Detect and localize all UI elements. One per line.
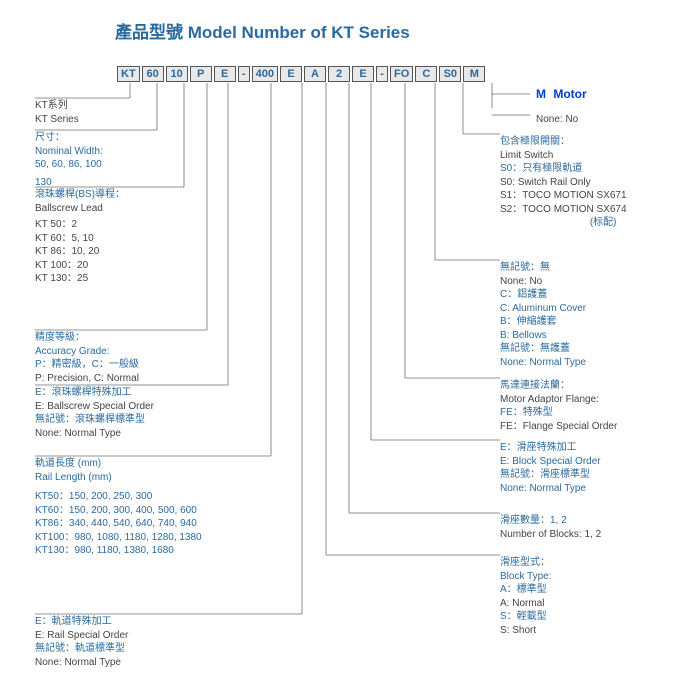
- bss-nen: None: Normal Type: [35, 427, 154, 441]
- cv-cen: C: Aluminum Cover: [500, 302, 586, 316]
- cv-bzh: B：伸縮護套: [500, 315, 586, 329]
- code-2: 2: [328, 66, 350, 82]
- nb-en: Number of Blocks: 1, 2: [500, 528, 601, 542]
- ls-std: (标配): [500, 216, 627, 230]
- nw-v2: 130: [35, 176, 103, 190]
- rs-nzh: 無記號：軌道標準型: [35, 642, 128, 656]
- ls-s1: S1：TOCO MOTION SX671: [500, 189, 627, 203]
- fl-zh: 馬達連接法蘭：: [500, 379, 617, 393]
- bt-aen: A: Normal: [500, 597, 552, 611]
- bss-zh: E：滾珠螺桿特殊加工: [35, 386, 154, 400]
- bt-zh: 滑座型式：: [500, 556, 552, 570]
- nw-en: Nominal Width:: [35, 145, 103, 159]
- cv-czh: C：鋁護蓋: [500, 288, 586, 302]
- ls-zh: 包含極限開關：: [500, 135, 627, 149]
- accuracy-block: 精度等級： Accuracy Grade: P：精密級，C：一般級 P: Pre…: [35, 331, 139, 385]
- acc-oen: P: Precision, C: Normal: [35, 372, 139, 386]
- acc-zh: 精度等級：: [35, 331, 139, 345]
- code-e3: E: [352, 66, 374, 82]
- cv-nen: None: No: [500, 275, 586, 289]
- model-code-row: KT 60 10 P E - 400 E A 2 E - FO C S0 M: [117, 66, 485, 82]
- bt-en: Block Type:: [500, 570, 552, 584]
- nw-zh: 尺寸：: [35, 131, 103, 145]
- cover-block: 無記號：無 None: No C：鋁護蓋 C: Aluminum Cover B…: [500, 261, 586, 369]
- bt-szh: S：輕載型: [500, 610, 552, 624]
- series-en: KT Series: [35, 113, 79, 127]
- num-blocks-block: 滑座數量：1, 2 Number of Blocks: 1, 2: [500, 514, 601, 541]
- motor-tag: M Motor: [536, 86, 587, 102]
- series-block: KT系列 KT Series: [35, 99, 79, 126]
- bss-nzh: 無記號：滾珠螺桿標準型: [35, 413, 154, 427]
- bt-sen: S: Short: [500, 624, 552, 638]
- code-kt: KT: [117, 66, 140, 82]
- rl-en: Rail Length (mm): [35, 471, 202, 485]
- code-a: A: [304, 66, 326, 82]
- block-special-block: E：滑座特殊加工 E: Block Special Order 無記號：滑座標準…: [500, 441, 601, 495]
- rl-0: KT50：150, 200, 250, 300: [35, 490, 202, 504]
- be-nzh: 無記號：滑座標準型: [500, 468, 601, 482]
- rl-4: KT130：980, 1180, 1380, 1680: [35, 544, 202, 558]
- code-p: P: [190, 66, 212, 82]
- nb-zh: 滑座數量：1, 2: [500, 514, 601, 528]
- motor-prefix: M: [536, 87, 546, 101]
- page-title: 產品型號 Model Number of KT Series: [115, 18, 410, 43]
- rl-1: KT60：150, 200, 300, 400, 500, 600: [35, 504, 202, 518]
- bs-zh: 滾珠螺桿(BS)導程：: [35, 188, 125, 202]
- cv-nten: None: Normal Type: [500, 356, 586, 370]
- fl-fezh: FE：特殊型: [500, 406, 617, 420]
- code-d1: -: [238, 66, 250, 82]
- cv-ben: B: Bellows: [500, 329, 586, 343]
- rl-3: KT100：980, 1080, 1180, 1280, 1380: [35, 531, 202, 545]
- cv-ntzh: 無記號：無護蓋: [500, 342, 586, 356]
- rs-nen: None: Normal Type: [35, 656, 128, 670]
- code-60: 60: [142, 66, 164, 82]
- bt-azh: A：標準型: [500, 583, 552, 597]
- ls-en: Limit Switch: [500, 149, 627, 163]
- nw-v1: 50, 60, 86, 100: [35, 158, 103, 172]
- code-c: C: [415, 66, 437, 82]
- be-zh: E：滑座特殊加工: [500, 441, 601, 455]
- series-zh: KT系列: [35, 99, 79, 113]
- rs-zh: E：軌道特殊加工: [35, 615, 128, 629]
- code-e2: E: [280, 66, 302, 82]
- acc-en: Accuracy Grade:: [35, 345, 139, 359]
- flange-block: 馬達連接法蘭： Motor Adaptor Flange: FE：特殊型 FE：…: [500, 379, 617, 433]
- code-400: 400: [252, 66, 278, 82]
- code-fo: FO: [390, 66, 413, 82]
- bs-l3: KT 100：20: [35, 259, 125, 273]
- code-s0: S0: [439, 66, 461, 82]
- motor-label: Motor: [553, 87, 586, 101]
- rs-en: E: Rail Special Order: [35, 629, 128, 643]
- cv-nzh: 無記號：無: [500, 261, 586, 275]
- bss-en: E: Ballscrew Special Order: [35, 400, 154, 414]
- ls-s2: S2：TOCO MOTION SX674: [500, 203, 627, 217]
- code-d2: -: [376, 66, 388, 82]
- block-type-block: 滑座型式： Block Type: A：標準型 A: Normal S：輕載型 …: [500, 556, 552, 637]
- be-en: E: Block Special Order: [500, 455, 601, 469]
- acc-ozh: P：精密級，C：一般級: [35, 358, 139, 372]
- bs-en: Ballscrew Lead: [35, 202, 125, 216]
- bs-l2: KT 86：10, 20: [35, 245, 125, 259]
- bs-l4: KT 130：25: [35, 272, 125, 286]
- be-nen: None: Normal Type: [500, 482, 601, 496]
- rail-special-block: E：軌道特殊加工 E: Rail Special Order 無記號：軌道標準型…: [35, 615, 128, 669]
- ls-s0en: S0: Switch Rail Only: [500, 176, 627, 190]
- rl-2: KT86：340, 440, 540, 640, 740, 940: [35, 517, 202, 531]
- motor-none: None: No: [536, 113, 578, 127]
- fl-feen: FE：Flange Special Order: [500, 420, 617, 434]
- code-10: 10: [166, 66, 188, 82]
- bs-special-block: E：滾珠螺桿特殊加工 E: Ballscrew Special Order 無記…: [35, 386, 154, 440]
- nominal-width-block: 尺寸： Nominal Width: 50, 60, 86, 100 130: [35, 131, 103, 189]
- bs-l0: KT 50：2: [35, 218, 125, 232]
- code-e1: E: [214, 66, 236, 82]
- rail-length-block: 軌道長度 (mm) Rail Length (mm) KT50：150, 200…: [35, 457, 202, 558]
- limit-switch-block: 包含極限開關： Limit Switch S0：只有極限軌道 S0: Switc…: [500, 135, 627, 230]
- code-m: M: [463, 66, 485, 82]
- ls-s0zh: S0：只有極限軌道: [500, 162, 627, 176]
- ballscrew-block: 滾珠螺桿(BS)導程： Ballscrew Lead KT 50：2 KT 60…: [35, 188, 125, 286]
- rl-zh: 軌道長度 (mm): [35, 457, 202, 471]
- bs-l1: KT 60：5, 10: [35, 232, 125, 246]
- fl-en: Motor Adaptor Flange:: [500, 393, 617, 407]
